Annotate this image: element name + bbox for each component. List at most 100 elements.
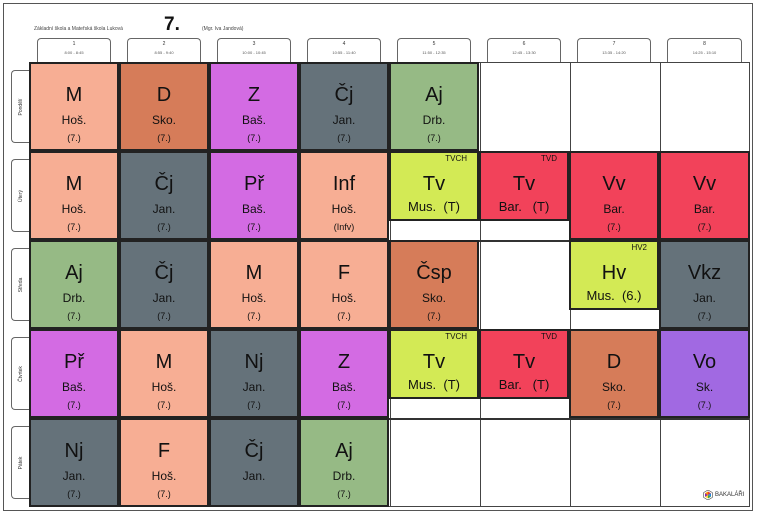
day-label-2: Středa (11, 248, 29, 321)
lesson-card[interactable]: M Hoš. (7.) (29, 62, 119, 151)
lesson-card[interactable]: Aj Drb. (7.) (299, 418, 389, 507)
lesson-card[interactable]: Inf Hoš. (Infv) (299, 151, 389, 240)
lesson-teacher: Jan. (332, 113, 356, 127)
lesson-card[interactable]: F Hoš. (7.) (299, 240, 389, 329)
logo-text: BAKALÁŘI (715, 492, 745, 498)
lesson-teacher: Jan. (242, 380, 266, 394)
lesson-group: (Infv) (333, 222, 355, 232)
lesson-card[interactable]: Vv Bar. (7.) (659, 151, 750, 240)
lesson-card[interactable]: Tv TVCH Mus. (T) (389, 151, 479, 221)
lesson-subject: F (337, 262, 351, 284)
lesson-card[interactable]: M Hoš. (7.) (119, 329, 209, 418)
lesson-subject: Vv (692, 173, 717, 195)
grid-row-divider (30, 418, 749, 420)
lesson-card[interactable]: D Sko. (7.) (119, 62, 209, 151)
lesson-teacher: Hoš. (241, 291, 267, 305)
lesson-card[interactable]: Vo Sk. (7.) (659, 329, 750, 418)
lesson-teacher: Baš. (241, 113, 266, 127)
lesson-group: (7.) (157, 133, 171, 143)
lesson-room: TVD (541, 332, 557, 341)
lesson-card[interactable]: Z Baš. (7.) (209, 62, 299, 151)
bakalari-logo-icon (703, 490, 713, 500)
class-teacher: (Mgr. Iva Jandová) (202, 26, 244, 32)
period-header-1: 1 8:00 - 8:45 (37, 38, 111, 62)
lesson-card[interactable]: Nj Jan. (7.) (29, 418, 119, 507)
lesson-group: (7.) (247, 311, 261, 321)
lesson-card[interactable]: Čsp Sko. (7.) (389, 240, 479, 329)
lesson-card[interactable]: Čj Jan. (7.) (299, 62, 389, 151)
period-number: 3 (252, 41, 256, 47)
lesson-teacher: Jan. (242, 469, 266, 483)
period-time: 8:00 - 8:45 (64, 50, 84, 55)
lesson-card[interactable]: Př Baš. (7.) (29, 329, 119, 418)
lesson-subject: Nj (64, 440, 84, 462)
lesson-group: (7.) (337, 311, 351, 321)
lesson-teacher: Hoš. (61, 202, 87, 216)
lesson-card[interactable]: Př Baš. (7.) (209, 151, 299, 240)
lesson-subject: D (156, 84, 172, 106)
lesson-subject: Vkz (687, 262, 722, 284)
period-number: 2 (162, 41, 166, 47)
lesson-teacher: Bar. (693, 202, 716, 216)
period-number: 5 (432, 41, 436, 47)
lesson-card[interactable]: Vv Bar. (7.) (569, 151, 659, 240)
lesson-card[interactable]: Nj Jan. (7.) (209, 329, 299, 418)
lesson-group: (7.) (697, 222, 712, 232)
lesson-card[interactable]: Tv TVD Bar. (T) (479, 151, 569, 221)
lesson-subject: M (65, 173, 83, 195)
lesson-card[interactable]: Z Baš. (7.) (299, 329, 389, 418)
lesson-card[interactable]: D Sko. (7.) (569, 329, 659, 418)
lesson-card[interactable]: Aj Drb. (7.) (389, 62, 479, 151)
lesson-card[interactable]: F Hoš. (7.) (119, 418, 209, 507)
period-time: 13:35 - 14:20 (602, 50, 626, 55)
lesson-teacher: Drb. (422, 113, 446, 127)
lesson-group: (7.) (67, 133, 81, 143)
lesson-card[interactable]: Čj Jan. (7.) (119, 151, 209, 240)
lesson-group: (7.) (337, 400, 351, 410)
lesson-card[interactable]: M Hoš. (7.) (209, 240, 299, 329)
period-time: 10:00 - 10:45 (242, 50, 266, 55)
period-number: 6 (522, 41, 526, 47)
lesson-card[interactable]: Čj Jan. (7.) (119, 240, 209, 329)
lesson-teacher: Drb. (332, 469, 356, 483)
lesson-subject: Tv (512, 173, 536, 195)
period-header-3: 3 10:00 - 10:45 (217, 38, 291, 62)
lesson-teacher: Jan. (62, 469, 86, 483)
lesson-room: TVCH (445, 332, 467, 341)
lesson-subject: Tv (422, 173, 446, 195)
lesson-group: (7.) (157, 311, 171, 321)
lesson-subject: D (606, 351, 622, 373)
day-label-3: Čtvrtek (11, 337, 29, 410)
lesson-card[interactable]: Vkz Jan. (7.) (659, 240, 750, 329)
lesson-teacher: Hoš. (61, 113, 87, 127)
lesson-subject: F (157, 440, 171, 462)
lesson-card[interactable]: Aj Drb. (7.) (29, 240, 119, 329)
period-time: 12:45 - 13:30 (512, 50, 536, 55)
period-header-7: 7 13:35 - 14:20 (577, 38, 651, 62)
period-header-6: 6 12:45 - 13:30 (487, 38, 561, 62)
lesson-subject: Čsp (416, 262, 452, 284)
lesson-group: (7.) (697, 400, 712, 410)
day-label-4: Pátek (11, 426, 29, 499)
lesson-teacher: Baš. (331, 380, 356, 394)
lesson-subject: Hv (601, 262, 627, 284)
lesson-room: HV2 (631, 243, 647, 252)
lesson-subject: Př (64, 351, 84, 373)
lesson-room: TVCH (445, 154, 467, 163)
lesson-subject: Aj (335, 440, 353, 462)
lesson-teacher: Drb. (62, 291, 86, 305)
lesson-card[interactable]: Čj Jan. (209, 418, 299, 507)
lesson-teacher: Sko. (601, 380, 626, 394)
lesson-card[interactable]: Tv TVD Bar. (T) (479, 329, 569, 399)
class-title: 7. (164, 14, 180, 35)
lesson-subject: M (155, 351, 173, 373)
lesson-group: (7.) (67, 400, 81, 410)
period-time: 14:25 - 15:10 (692, 50, 717, 55)
lesson-card[interactable]: Hv HV2 Mus. (6.) (569, 240, 659, 310)
lesson-group: (7.) (427, 311, 441, 321)
lesson-subject: Aj (65, 262, 83, 284)
lesson-card[interactable]: M Hoš. (7.) (29, 151, 119, 240)
lesson-room: TVD (541, 154, 557, 163)
lesson-card[interactable]: Tv TVCH Mus. (T) (389, 329, 479, 399)
